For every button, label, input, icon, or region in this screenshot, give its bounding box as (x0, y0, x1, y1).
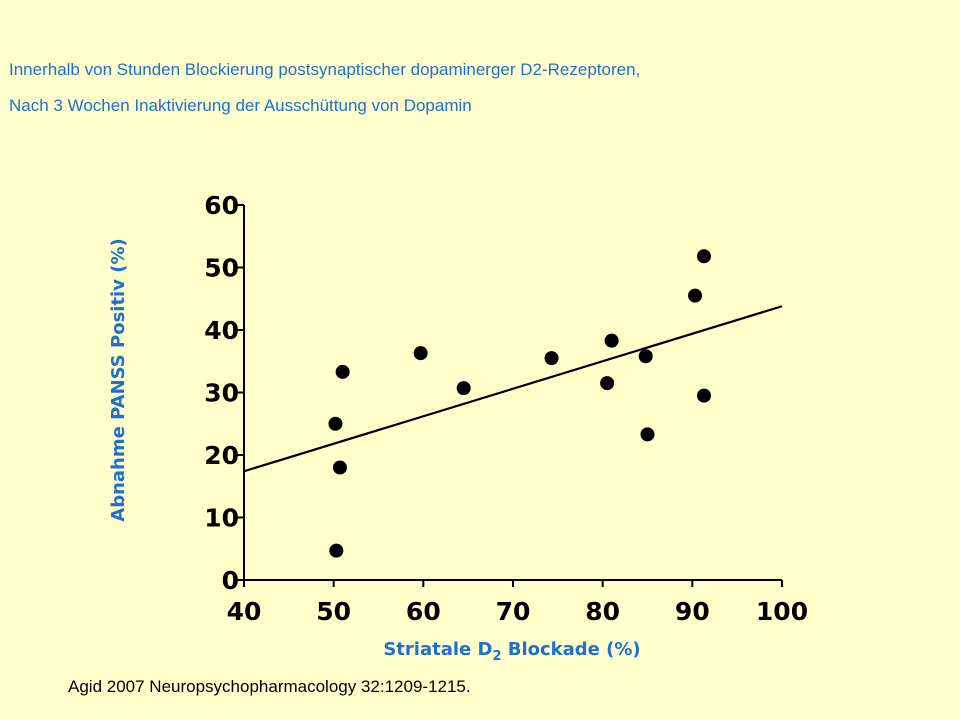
data-point (600, 376, 615, 391)
data-point (640, 427, 655, 442)
data-point (544, 351, 559, 366)
x-tick-label: 60 (406, 597, 441, 626)
y-tick-label: 20 (204, 441, 239, 470)
data-point (638, 349, 653, 364)
data-point (329, 543, 344, 558)
data-point (604, 333, 619, 348)
trendline-layer (243, 305, 783, 473)
header-line-2: Nach 3 Wochen Inaktivierung der Ausschüt… (9, 96, 472, 115)
x-tick-label: 50 (316, 597, 351, 626)
data-point (688, 288, 703, 303)
y-tick-label: 30 (204, 379, 239, 408)
y-tick-label: 60 (204, 191, 239, 220)
trendline (243, 305, 783, 473)
data-point (328, 416, 343, 431)
citation: Agid 2007 Neuropsychopharmacology 32:120… (68, 677, 471, 696)
y-axis-label: Abnahme PANSS Positiv (%) (108, 238, 129, 521)
y-tick-label: 10 (204, 504, 239, 533)
y-axis: 0 10 20 30 40 50 60 (204, 191, 245, 595)
data-point (456, 381, 471, 396)
data-point (335, 364, 350, 379)
x-tick-label: 90 (675, 597, 710, 626)
data-point (332, 460, 347, 475)
y-tick-label: 0 (222, 566, 239, 595)
data-point (413, 346, 428, 361)
x-tick-label: 70 (496, 597, 531, 626)
header-line-1: Innerhalb von Stunden Blockierung postsy… (9, 60, 641, 79)
data-point (696, 249, 711, 264)
data-point (696, 388, 711, 403)
y-tick-label: 40 (204, 316, 239, 345)
x-axis-label: Striatale D2 Blockade (%) (383, 639, 640, 664)
x-tick-label: 100 (756, 597, 808, 626)
x-axis: 40 50 60 70 80 90 100 (227, 579, 808, 626)
x-tick-label: 40 (227, 597, 262, 626)
y-tick-label: 50 (204, 254, 239, 283)
x-tick-label: 80 (585, 597, 620, 626)
data-points (328, 249, 711, 558)
